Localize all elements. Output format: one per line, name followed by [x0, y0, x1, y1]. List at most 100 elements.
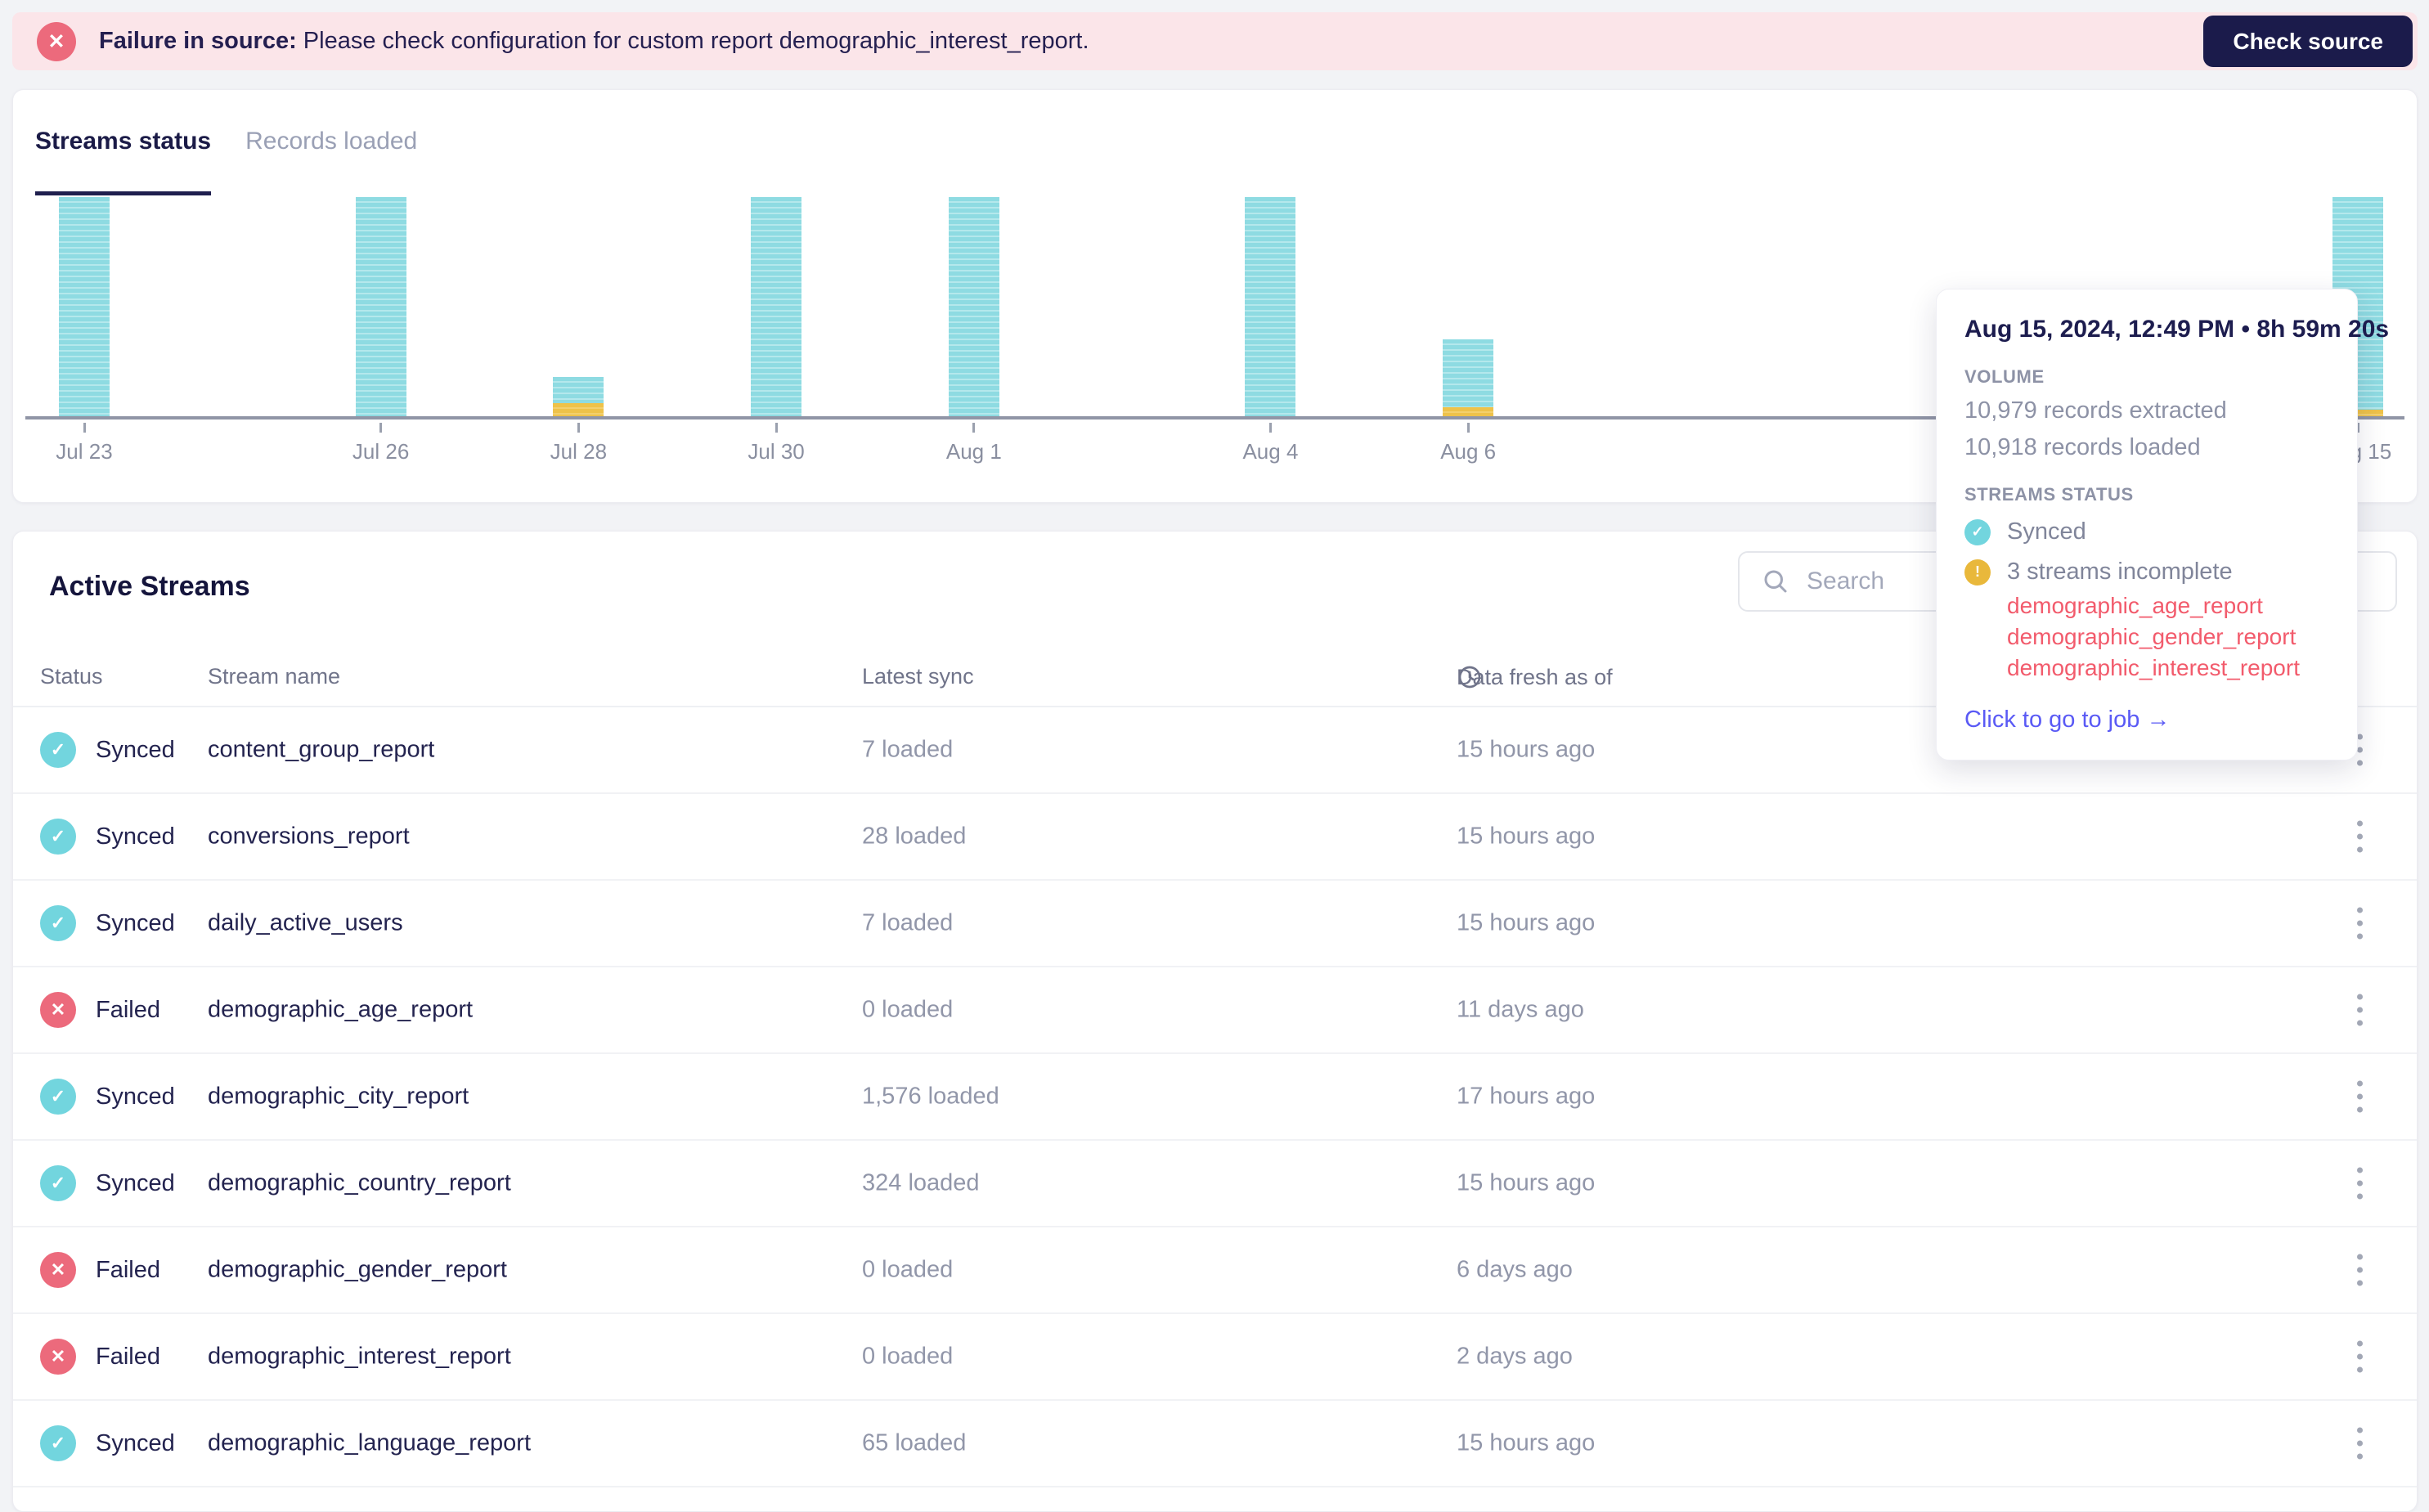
tooltip-streams-status-label: STREAMS STATUS [1964, 484, 2134, 505]
axis-label: Jul 26 [352, 439, 410, 464]
status-cell: ✓ Synced [40, 732, 175, 768]
latest-sync-value: 324 loaded [862, 1169, 980, 1196]
sync-bar-aug-1[interactable] [948, 197, 999, 416]
error-banner-message-rest: Please check configuration for custom re… [296, 28, 1089, 54]
error-banner-message-bold: Failure in source: [99, 28, 297, 54]
error-banner: ✕ Failure in source: Please check config… [12, 12, 2418, 70]
go-to-job-link[interactable]: Click to go to job → [1964, 707, 2171, 733]
stream-name: demographic_age_report [208, 996, 474, 1023]
failed-x-icon: ✕ [40, 992, 76, 1028]
latest-sync-value: 0 loaded [862, 996, 954, 1023]
status-cell: ✓ Synced [40, 1425, 175, 1461]
axis-label: Aug 4 [1242, 439, 1299, 464]
row-menu-kebab-icon[interactable] [2350, 901, 2369, 946]
synced-check-icon: ✓ [1964, 518, 1991, 545]
sync-bar-aug-6[interactable] [1443, 339, 1494, 416]
status-label: Synced [96, 1083, 175, 1110]
sync-bar-jul-23[interactable] [59, 197, 110, 416]
row-menu-kebab-icon[interactable] [2350, 728, 2369, 773]
latest-sync-value: 7 loaded [862, 736, 954, 763]
row-menu-kebab-icon[interactable] [2350, 814, 2369, 859]
axis-label: Jul 30 [748, 439, 805, 464]
column-data-fresh: Data fresh as of [1457, 664, 1613, 690]
sync-tooltip: Aug 15, 2024, 12:49 PM • 8h 59m 20s VOLU… [1936, 289, 2389, 760]
row-menu-kebab-icon[interactable] [2350, 988, 2369, 1033]
sync-bar-jul-26[interactable] [355, 197, 406, 416]
stream-row-demographic_gender_report[interactable]: ✕ Failed demographic_gender_report 0 loaded… [13, 1227, 2417, 1314]
synced-check-icon: ✓ [40, 1165, 76, 1201]
axis-label: Aug 6 [1440, 439, 1497, 464]
chart-plot-area [25, 197, 2404, 420]
stream-name: daily_active_users [208, 909, 403, 936]
synced-check-icon: ✓ [40, 1425, 76, 1461]
stream-row-demographic_country_report[interactable]: ✓ Synced demographic_country_report 324 loa… [13, 1141, 2417, 1227]
latest-sync-value: 7 loaded [862, 909, 954, 936]
latest-sync-value: 65 loaded [862, 1429, 967, 1456]
data-fresh-value: 6 days ago [1457, 1256, 1573, 1283]
stream-name: demographic_city_report [208, 1083, 469, 1110]
status-cell: ✓ Synced [40, 1079, 175, 1115]
incomplete-stream-link[interactable]: demographic_gender_report [2007, 624, 2297, 649]
axis-tick [2356, 423, 2359, 433]
incomplete-stream-link[interactable]: demographic_age_report [2007, 593, 2263, 618]
bar-incomplete-segment [2332, 410, 2383, 416]
status-label: Synced [96, 1429, 175, 1456]
axis-label: Jul 28 [550, 439, 608, 464]
bar-synced-segment [751, 197, 802, 416]
status-label: Synced [96, 909, 175, 936]
search-icon [1764, 570, 1787, 593]
incomplete-stream-link[interactable]: demographic_interest_report [2007, 655, 2300, 680]
tab-records-loaded[interactable]: Records loaded [245, 128, 418, 155]
stream-name: demographic_gender_report [208, 1256, 507, 1283]
data-fresh-value: 15 hours ago [1457, 1429, 1596, 1456]
row-menu-kebab-icon[interactable] [2350, 1421, 2369, 1466]
tooltip-incomplete-stream-links: demographic_age_report demographic_gende… [2007, 590, 2329, 684]
error-banner-message: Failure in source: Please check configur… [99, 28, 1089, 55]
data-fresh-value: 15 hours ago [1457, 909, 1596, 936]
status-label: Failed [96, 996, 160, 1023]
data-fresh-value: 17 hours ago [1457, 1083, 1596, 1110]
column-data-fresh-label: Data fresh as of [1457, 664, 1613, 689]
data-fresh-value: 15 hours ago [1457, 736, 1596, 763]
bar-synced-segment [948, 197, 999, 416]
sync-bar-jul-30[interactable] [751, 197, 802, 416]
stream-row-demographic_interest_report[interactable]: ✕ Failed demographic_interest_report 0 load… [13, 1314, 2417, 1401]
row-menu-kebab-icon[interactable] [2350, 1248, 2369, 1293]
row-menu-kebab-icon[interactable] [2350, 1335, 2369, 1380]
row-menu-kebab-icon[interactable] [2350, 1161, 2369, 1206]
stream-row-demographic_language_report[interactable]: ✓ Synced demographic_language_report 65 loa… [13, 1401, 2417, 1487]
stream-row-daily_active_users[interactable]: ✓ Synced daily_active_users 7 loaded 15 hour… [13, 881, 2417, 967]
axis-tick [1268, 423, 1272, 433]
bar-incomplete-segment [1443, 407, 1494, 416]
bar-synced-segment [355, 197, 406, 416]
status-label: Synced [96, 1169, 175, 1196]
streams-table-header: Status Stream name Latest sync Data fres… [13, 664, 2417, 705]
stream-name: demographic_interest_report [208, 1343, 511, 1370]
status-cell: ✕ Failed [40, 1252, 160, 1288]
status-label: Synced [96, 736, 175, 763]
stream-row-demographic_age_report[interactable]: ✕ Failed demographic_age_report 0 loaded 11 … [13, 967, 2417, 1054]
axis-tick [774, 423, 778, 433]
column-stream-name: Stream name [208, 664, 341, 689]
stream-row-demographic_city_report[interactable]: ✓ Synced demographic_city_report 1,576 load… [13, 1054, 2417, 1141]
sync-bar-aug-4[interactable] [1245, 197, 1296, 416]
status-label: Failed [96, 1256, 160, 1283]
bar-synced-segment [1245, 197, 1296, 416]
sync-bar-jul-28[interactable] [553, 377, 604, 416]
bar-incomplete-segment [553, 403, 604, 416]
stream-name: demographic_language_report [208, 1429, 532, 1456]
axis-tick [972, 423, 976, 433]
data-fresh-value: 2 days ago [1457, 1343, 1573, 1370]
stream-row-conversions_report[interactable]: ✓ Synced conversions_report 28 loaded 15 hou… [13, 794, 2417, 881]
failed-x-icon: ✕ [40, 1252, 76, 1288]
error-icon: ✕ [37, 21, 76, 61]
status-label: Failed [96, 1343, 160, 1370]
active-streams-heading: Active Streams [49, 571, 250, 602]
latest-sync-value: 28 loaded [862, 823, 967, 850]
tab-streams-status[interactable]: Streams status [35, 128, 212, 195]
check-source-button[interactable]: Check source [2203, 16, 2413, 67]
data-fresh-value: 15 hours ago [1457, 1169, 1596, 1196]
synced-check-icon: ✓ [40, 905, 76, 941]
row-menu-kebab-icon[interactable] [2350, 1075, 2369, 1119]
stream-row-content_group_report[interactable]: ✓ Synced content_group_report 7 loaded 15 ho… [13, 707, 2417, 794]
